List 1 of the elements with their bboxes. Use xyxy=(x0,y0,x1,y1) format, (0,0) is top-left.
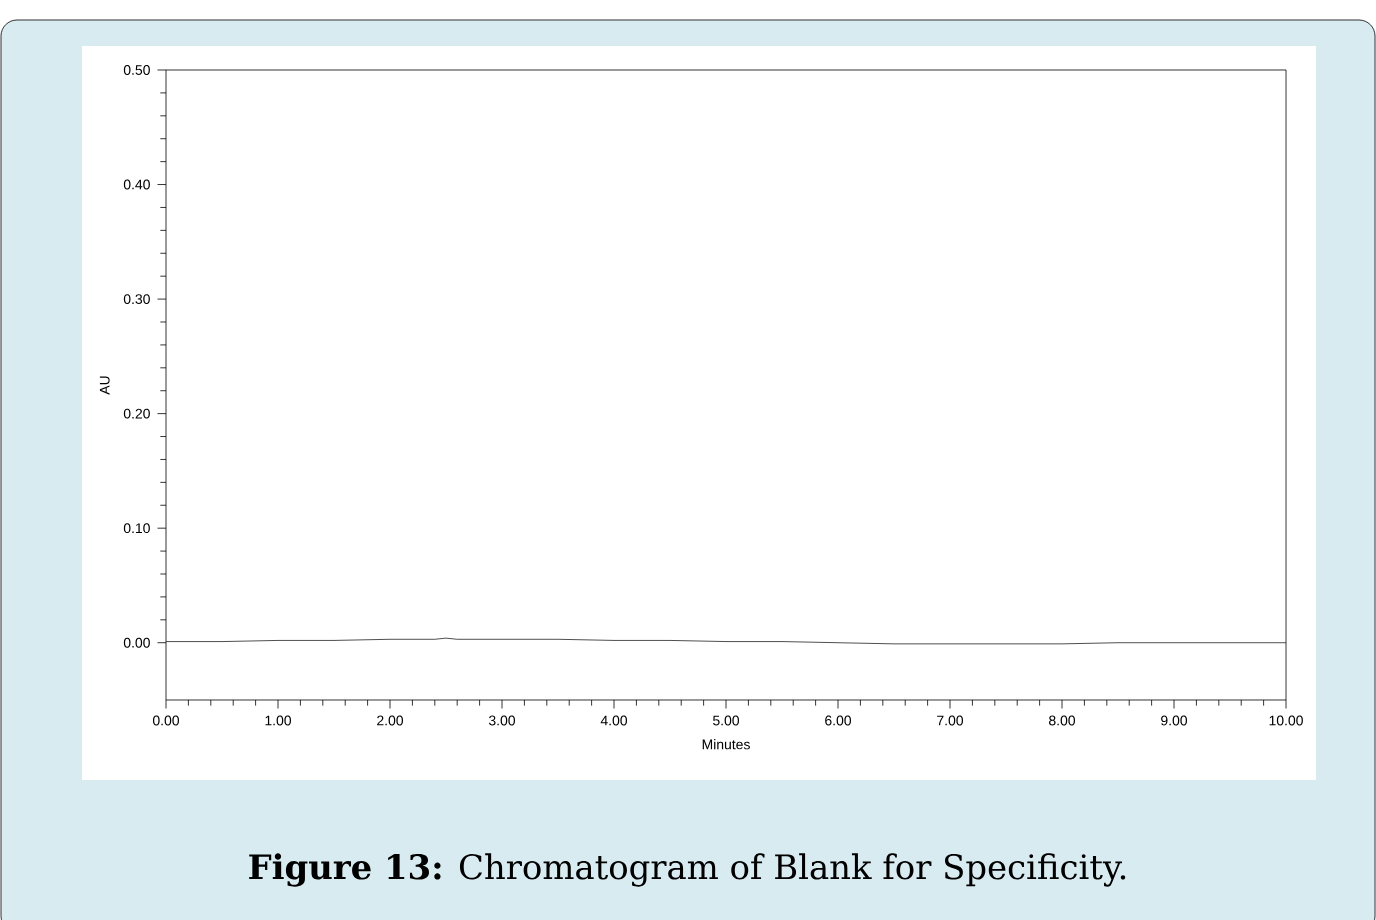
text: Figure 13: Chromatogram of Blank for Specificity. xyxy=(249,853,1126,887)
